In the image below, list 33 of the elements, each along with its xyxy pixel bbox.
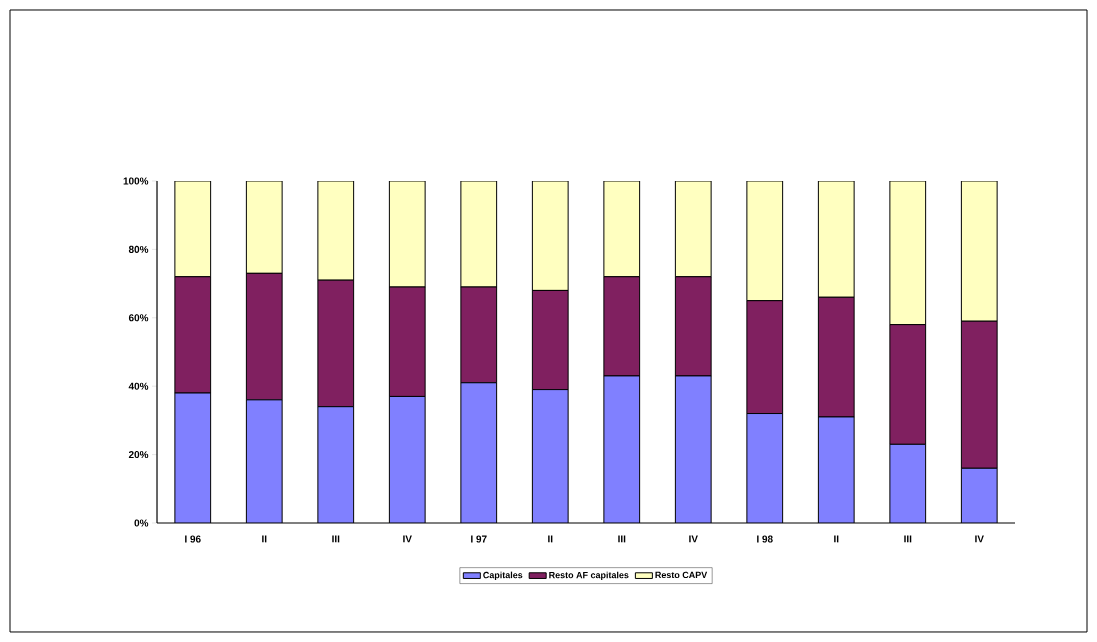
x-tick-label: IV [403,535,412,543]
y-tick-label: 40% [128,382,149,390]
legend-label: Resto AF capitales [549,571,629,580]
bar [460,180,498,288]
legend-label: Capitales [483,571,523,580]
bar [174,180,212,278]
x-tick-label: I 98 [757,535,773,543]
bar [317,180,355,281]
x-tick-label: III [904,535,912,543]
y-tick-label: 20% [128,451,149,459]
bar [603,180,641,278]
x-tick-label: IV [975,535,984,543]
x-tick-label: III [332,535,340,543]
legend-label: Resto CAPV [655,571,708,579]
x-tick-label: I 97 [471,535,487,543]
x-tick-label: III [618,535,626,543]
y-tick-label: 80% [128,245,149,253]
bar [674,180,712,278]
bar [889,180,927,326]
bar [531,180,569,291]
x-tick-label: II [548,535,553,543]
y-tick-label: 60% [128,314,149,322]
y-tick-label: 0% [134,519,149,527]
bar [960,180,998,322]
x-tick-label: II [834,535,839,543]
x-tick-label: I 96 [185,535,201,543]
bar [388,180,426,288]
bar [746,180,784,302]
bar [245,180,283,274]
bar [817,180,855,298]
x-tick-label: IV [689,535,698,543]
y-tick-label: 100% [123,177,149,185]
x-tick-label: II [262,535,267,543]
